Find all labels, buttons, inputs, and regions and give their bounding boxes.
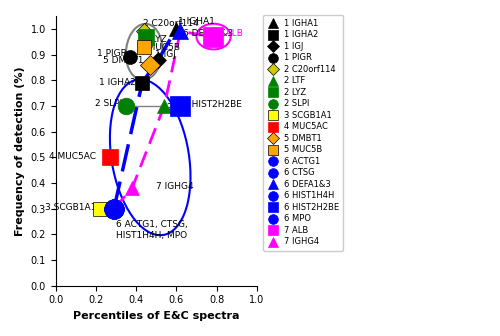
Text: 1 IGJ: 1 IGJ [155,50,176,59]
Text: 6 DEFA1&3: 6 DEFA1&3 [184,29,234,38]
Text: 7 IGHG4: 7 IGHG4 [156,182,194,191]
Text: 5 MUC5B: 5 MUC5B [139,43,180,52]
Text: 3 SCGB1A1: 3 SCGB1A1 [44,203,96,212]
Text: 1 IGHA1: 1 IGHA1 [178,17,215,26]
Text: 1 PIGR: 1 PIGR [97,49,127,58]
Text: 2 SLPI: 2 SLPI [95,99,122,108]
Text: 6 HIST2H2BE: 6 HIST2H2BE [184,100,242,109]
Text: 4 MUC5AC: 4 MUC5AC [49,152,96,161]
X-axis label: Percentiles of E&C spectra: Percentiles of E&C spectra [73,311,239,321]
Y-axis label: Frequency of detection (%): Frequency of detection (%) [15,66,25,236]
Text: 2 LTF: 2 LTF [168,103,190,112]
Text: 1 IGHA2: 1 IGHA2 [100,78,136,87]
Text: 5 DMBT1: 5 DMBT1 [102,56,143,66]
Text: 2 LYZ: 2 LYZ [143,35,167,44]
Text: 2 C20orf114: 2 C20orf114 [143,18,199,28]
Text: 7 ALB: 7 ALB [216,30,242,39]
Legend: 1 IGHA1, 1 IGHA2, 1 IGJ, 1 PIGR, 2 C20orf114, 2 LTF, 2 LYZ, 2 SLPI, 3 SCGB1A1, 4: 1 IGHA1, 1 IGHA2, 1 IGJ, 1 PIGR, 2 C20or… [263,15,343,251]
Text: 6 ACTG1, CTSG,
HIST1H4H, MPO: 6 ACTG1, CTSG, HIST1H4H, MPO [116,220,188,240]
